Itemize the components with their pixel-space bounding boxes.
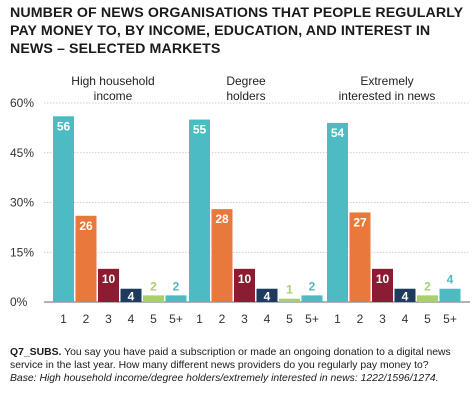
group-label: holders: [226, 89, 265, 103]
group-label: interested in news: [339, 89, 436, 103]
data-label: 28: [215, 212, 229, 226]
bar-4: [256, 288, 278, 302]
x-tick-label: 1: [334, 312, 341, 326]
bar-3: [372, 268, 393, 302]
y-tick-label: 45%: [10, 146, 34, 160]
data-label: 10: [102, 272, 116, 286]
footnote-base: Base: High household income/degree holde…: [10, 373, 439, 385]
x-tick-label: 2: [83, 312, 90, 326]
bar-2: [349, 212, 371, 302]
bar-4: [120, 288, 142, 302]
x-tick-label: 5+: [305, 312, 319, 326]
x-tick-label: 5+: [169, 312, 183, 326]
footnote-question-text: You say you have paid a subscription or …: [10, 347, 451, 372]
x-tick-label: 4: [402, 312, 409, 326]
bar-3: [98, 268, 119, 302]
data-label: 2: [173, 279, 180, 293]
bar-5: [279, 298, 300, 302]
y-tick-label: 15%: [10, 245, 34, 259]
chart-title-line-1: NUMBER OF NEWS ORGANISATIONS THAT PEOPLE…: [10, 5, 464, 21]
y-tick-label: 30%: [10, 196, 34, 210]
bar-4: [394, 288, 416, 302]
data-label: 1: [286, 283, 293, 297]
bar-5+: [165, 295, 187, 302]
chart-title-line-3: NEWS – SELECTED MARKETS: [10, 41, 221, 57]
group-label: income: [94, 89, 133, 103]
chart-title: NUMBER OF NEWS ORGANISATIONS THAT PEOPLE…: [10, 4, 465, 58]
chart-title-line-2: PAY MONEY TO, BY INCOME, EDUCATION, AND …: [10, 23, 431, 39]
group-label: Degree: [226, 74, 266, 88]
x-tick-label: 3: [241, 312, 248, 326]
data-label: 54: [331, 126, 345, 140]
bar-1: [189, 119, 210, 302]
x-tick-label: 4: [128, 312, 135, 326]
bar-5: [143, 295, 164, 302]
bar-2: [75, 215, 97, 302]
y-tick-label: 0%: [10, 295, 28, 309]
x-tick-label: 1: [60, 312, 67, 326]
x-tick-label: 2: [357, 312, 364, 326]
bar-1: [327, 122, 348, 303]
data-label: 2: [424, 279, 431, 293]
data-label: 26: [79, 219, 93, 233]
data-label: 2: [309, 279, 316, 293]
x-tick-label: 5+: [443, 312, 457, 326]
x-tick-label: 1: [196, 312, 203, 326]
x-tick-label: 3: [105, 312, 112, 326]
data-label: 4: [128, 290, 135, 304]
bar-1: [53, 116, 74, 303]
x-tick-label: 5: [286, 312, 293, 326]
data-label: 2: [150, 279, 157, 293]
x-tick-label: 4: [264, 312, 271, 326]
x-tick-label: 3: [379, 312, 386, 326]
data-label: 10: [238, 272, 252, 286]
group-label: High household: [71, 74, 154, 88]
data-label: 4: [402, 290, 409, 304]
data-label: 4: [447, 273, 454, 287]
bar-3: [234, 268, 255, 302]
x-tick-label: 5: [150, 312, 157, 326]
data-label: 27: [353, 215, 367, 229]
group-label: Extremely: [360, 74, 413, 88]
data-label: 4: [264, 290, 271, 304]
x-tick-label: 5: [424, 312, 431, 326]
data-label: 10: [376, 272, 390, 286]
bar-5+: [301, 295, 323, 302]
bar-5+: [439, 288, 461, 302]
x-tick-label: 2: [219, 312, 226, 326]
bar-2: [211, 209, 233, 302]
y-tick-label: 60%: [10, 96, 34, 110]
footnote: Q7_SUBS. You say you have paid a subscri…: [10, 346, 466, 386]
data-label: 55: [193, 123, 207, 137]
data-label: 56: [57, 119, 71, 133]
footnote-question-code: Q7_SUBS.: [10, 347, 62, 358]
bar-5: [417, 295, 438, 302]
